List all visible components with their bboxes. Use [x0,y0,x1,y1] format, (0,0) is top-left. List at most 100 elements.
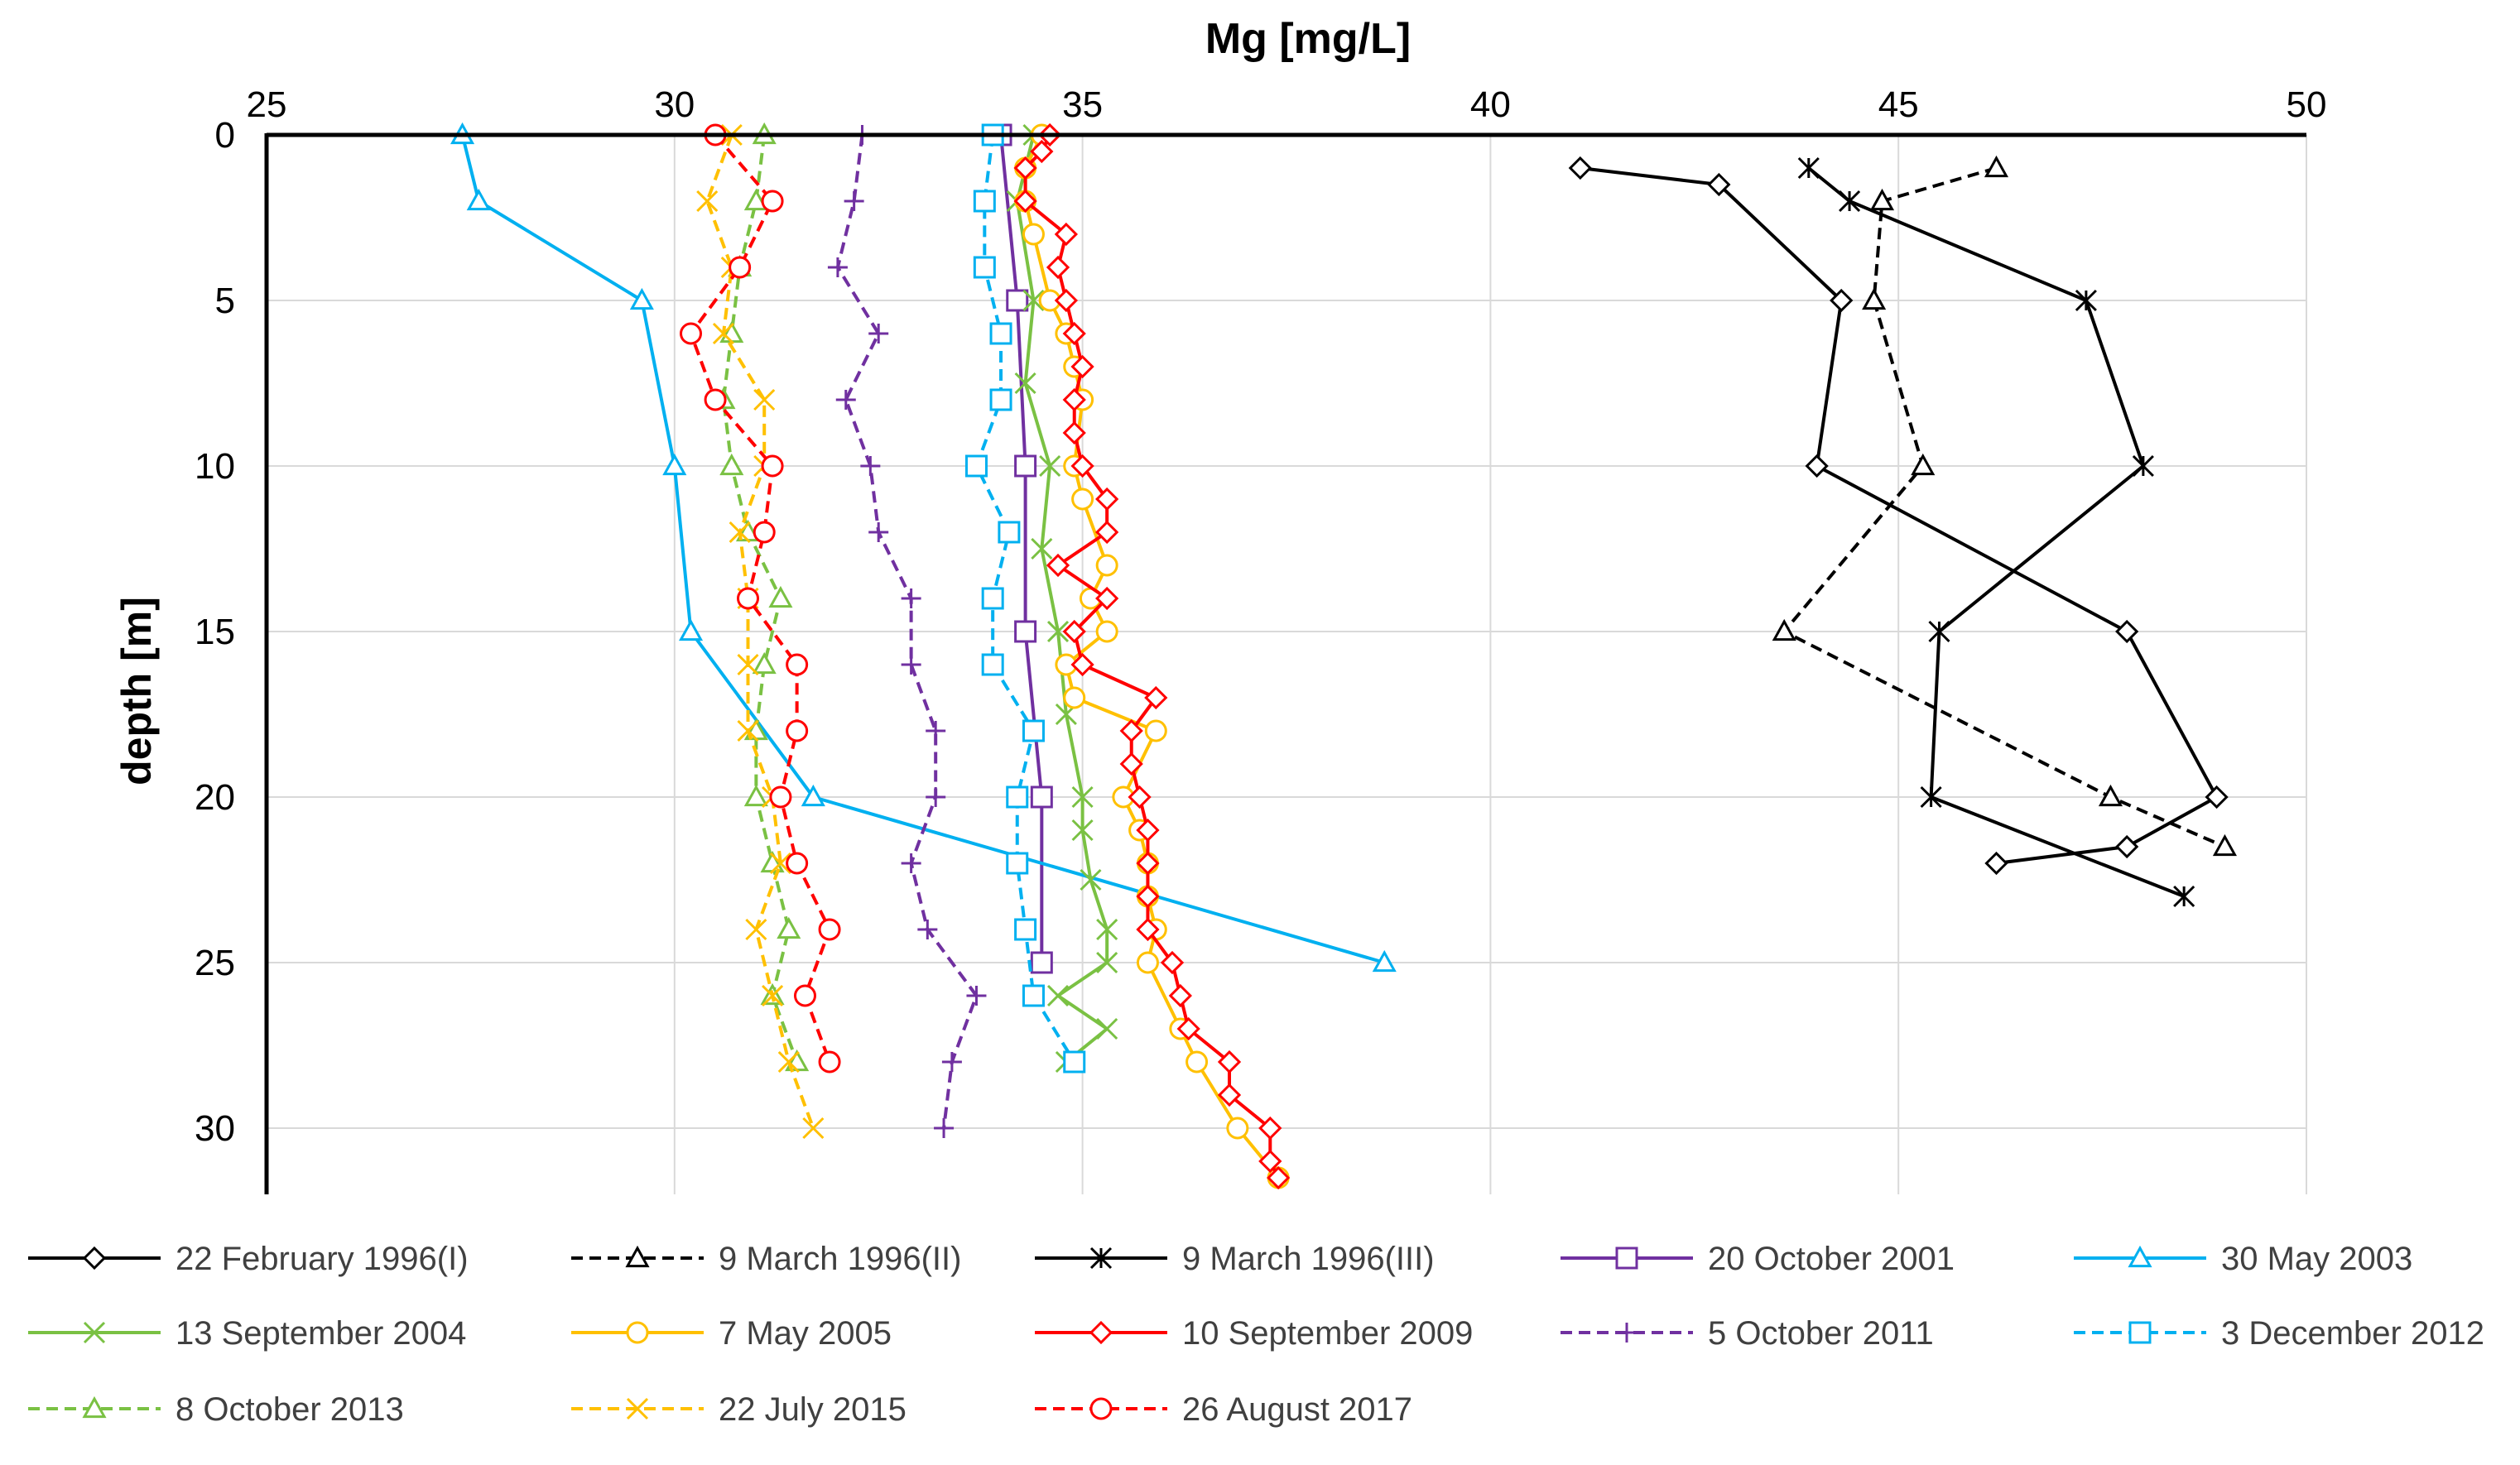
series-0 [1568,156,2229,876]
data-point [786,653,809,676]
legend-entry: 3 December 2012 [2074,1315,2484,1352]
data-point [818,918,841,941]
data-point [1226,1117,1249,1140]
data-point [793,984,816,1007]
data-point [777,916,801,939]
data-point [737,587,760,610]
data-point [844,191,864,211]
data-point [1030,785,1053,809]
grid [267,135,2307,1194]
data-point [1022,984,1045,1007]
data-point [1176,1016,1200,1041]
data-point [761,190,784,213]
legend-entry: 26 August 2017 [1035,1391,1412,1428]
y-axis-title: depth [m] [113,597,160,785]
data-point [926,787,946,807]
data-point [998,521,1021,544]
data-point [678,618,704,641]
data-point [926,721,946,741]
data-point [1070,652,1094,677]
data-point [1054,222,1079,247]
series-1 [1772,155,2237,857]
data-point [1984,155,2009,178]
x-tick-label: 30 [654,84,695,125]
legend-label: 7 May 2005 [719,1315,892,1352]
data-point [1095,554,1118,577]
data-point [989,322,1012,345]
legend-entry: 7 May 2005 [571,1315,892,1352]
data-point [1013,189,1037,214]
data-point [729,256,752,279]
data-point [868,324,889,343]
data-point [1838,190,1861,213]
series-8 [827,125,987,1138]
data-point [662,453,687,476]
data-point [1797,156,1820,180]
data-point [626,1397,649,1420]
data-point [1984,851,2008,876]
legend-entry: 9 March 1996(III) [1035,1241,1435,1277]
data-point [1054,288,1079,313]
data-point [1089,1246,1113,1270]
y-tick-label: 15 [195,612,235,652]
series-line [999,134,1044,963]
y-tick-label: 0 [215,115,235,156]
data-point [1006,785,1029,809]
data-point [1267,1165,1291,1190]
data-point [1070,354,1094,379]
data-point [737,653,759,676]
data-point [1096,951,1118,974]
data-point [1071,819,1094,842]
data-point [1707,172,1731,197]
data-point [1014,372,1036,395]
data-point [827,257,848,277]
data-point [1046,255,1070,280]
data-point [719,453,744,476]
data-point [966,986,987,1006]
x-tick-label: 25 [247,84,287,125]
data-point [761,454,784,478]
data-point [1144,719,1167,742]
data-point [466,188,491,211]
legend-label: 20 October 2001 [1708,1241,1955,1277]
data-point [729,521,751,544]
data-point [1119,752,1143,776]
data-point [1258,1116,1282,1141]
data-point [743,188,768,211]
data-point [1022,719,1045,742]
legend-label: 8 October 2013 [176,1391,404,1428]
data-point [934,1118,955,1138]
data-point [786,719,809,742]
data-point [917,920,938,939]
data-point [1372,949,1397,973]
data-point [753,521,776,544]
y-tick-label: 25 [195,943,235,983]
data-point [1062,619,1086,644]
data-point [626,1321,649,1344]
data-point [860,456,881,476]
series-line [835,134,979,1129]
legend-label: 22 February 1996(I) [176,1241,469,1277]
data-point [1062,387,1086,412]
data-point [801,784,825,807]
data-point [1070,454,1094,478]
series-line [705,134,815,1129]
legend-label: 5 October 2011 [1708,1315,1934,1352]
data-point [2205,785,2229,809]
data-point [1772,618,1796,641]
data-point [1168,983,1192,1008]
data-point [1217,1083,1242,1107]
data-point [802,1117,825,1140]
data-point [1062,321,1086,346]
legend-label: 22 July 2015 [719,1391,907,1428]
data-point [981,653,1004,676]
data-point [696,190,719,213]
data-point [680,322,703,345]
data-point [1185,1050,1209,1074]
data-point [1096,1017,1118,1040]
data-point [1071,785,1094,809]
data-point [1089,1320,1113,1345]
y-tick-label: 20 [195,777,235,818]
data-point [1031,537,1053,560]
x-tick-label: 45 [1878,84,1919,125]
